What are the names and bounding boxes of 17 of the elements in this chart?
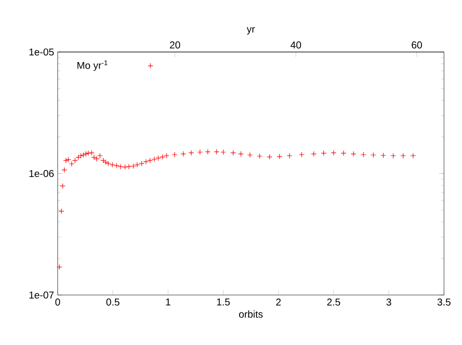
x-tick-label: 0 xyxy=(55,298,60,306)
x-tick-label: 2.5 xyxy=(327,298,340,306)
x-tick-label: 3 xyxy=(386,298,392,306)
x2-tick-label: 20 xyxy=(170,41,180,48)
y-tick-label: 1e-06 xyxy=(29,170,54,178)
x-tick-label: 1 xyxy=(166,298,170,306)
x-tick-label: 2 xyxy=(276,298,281,306)
annotation: Mo yr$^{-1}$ xyxy=(77,60,108,71)
x-tick-label: 3.5 xyxy=(437,298,451,306)
x2-tick-label: 40 xyxy=(290,41,302,48)
x2-axis-title: yr xyxy=(246,27,255,35)
x2-tick-label: 60 xyxy=(412,41,422,48)
y-tick-label: 1e-07 xyxy=(29,291,54,299)
y-tick-label: 1e-05 xyxy=(29,48,54,56)
x-tick-label: 1.5 xyxy=(217,298,230,306)
x-tick-label: 0.5 xyxy=(106,298,120,306)
x-axis-title: orbits xyxy=(239,310,263,318)
